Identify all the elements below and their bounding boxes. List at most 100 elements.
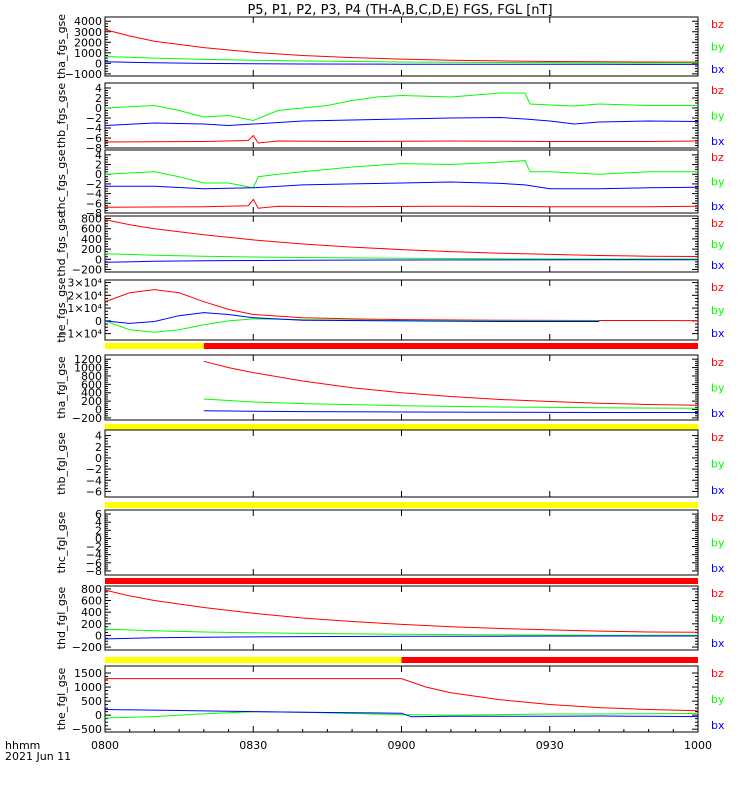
y-tick-label: −8 bbox=[86, 142, 102, 155]
y-tick-label: 0 bbox=[95, 629, 102, 642]
series-bz-line bbox=[203, 360, 698, 406]
y-tick-label: −6 bbox=[86, 485, 102, 498]
series-by-line bbox=[105, 711, 698, 719]
legend-bx: bx bbox=[711, 200, 725, 213]
y-tick-label: 600 bbox=[81, 595, 102, 608]
y-tick-label: −1×10⁴ bbox=[58, 328, 102, 341]
legend-bx: bx bbox=[711, 407, 725, 420]
y-tick-label: 2000 bbox=[74, 36, 102, 49]
y-axis-label: thc_fgl_gse bbox=[55, 511, 68, 573]
legend-bz: bz bbox=[711, 281, 724, 294]
legend-by: by bbox=[711, 41, 725, 54]
legend-bx: bx bbox=[711, 637, 725, 650]
status-bar-red bbox=[203, 343, 699, 349]
y-tick-label: 2 bbox=[95, 524, 102, 537]
y-tick-label: 4000 bbox=[74, 15, 102, 28]
legend-by: by bbox=[711, 238, 725, 251]
legend-by: by bbox=[711, 693, 725, 706]
y-axis-label: thb_fgl_gse bbox=[55, 432, 68, 495]
series-bx-line bbox=[105, 61, 698, 65]
legend-bz: bz bbox=[711, 356, 724, 369]
y-tick-label: 0 bbox=[95, 404, 102, 417]
legend-bz: bz bbox=[711, 667, 724, 680]
y-axis-label: the_fgs_gse bbox=[55, 277, 68, 342]
series-bx-line bbox=[105, 181, 698, 190]
y-tick-label: 1000 bbox=[74, 47, 102, 60]
y-tick-label: −1000 bbox=[65, 68, 102, 81]
legend-bx: bx bbox=[711, 562, 725, 575]
y-tick-label: 600 bbox=[81, 223, 102, 236]
y-axis-label: thd_fgl_gse bbox=[55, 586, 68, 649]
legend-bz: bz bbox=[711, 217, 724, 230]
y-tick-label: 3×10⁴ bbox=[67, 277, 102, 290]
y-tick-label: −200 bbox=[72, 641, 102, 654]
series-bz-line bbox=[105, 678, 698, 712]
chart-title: P5, P1, P2, P3, P4 (TH-A,B,C,D,E) FGS, F… bbox=[247, 3, 552, 18]
legend-bz: bz bbox=[711, 587, 724, 600]
y-tick-label: 500 bbox=[81, 695, 102, 708]
y-tick-label: −4 bbox=[86, 188, 102, 201]
y-axis-label: the_fgl_gse bbox=[55, 668, 68, 731]
y-tick-label: −2 bbox=[86, 463, 102, 476]
series-bx-line bbox=[105, 116, 698, 127]
y-tick-label: 2×10⁴ bbox=[67, 289, 102, 302]
y-tick-label: −2 bbox=[86, 112, 102, 125]
y-tick-label: −4 bbox=[86, 549, 102, 562]
legend-by: by bbox=[711, 458, 725, 471]
y-tick-label: −4 bbox=[86, 122, 102, 135]
legend-bx: bx bbox=[711, 135, 725, 148]
series-by-line bbox=[105, 56, 698, 64]
y-tick-label: −6 bbox=[86, 197, 102, 210]
y-tick-label: 1×10⁴ bbox=[67, 302, 102, 315]
y-tick-label: 6 bbox=[95, 508, 102, 521]
y-tick-label: 200 bbox=[81, 395, 102, 408]
y-tick-label: 2 bbox=[95, 92, 102, 105]
y-tick-label: −200 bbox=[72, 412, 102, 425]
legend-bx: bx bbox=[711, 327, 725, 340]
x-tick-label: 0930 bbox=[536, 739, 564, 752]
legend-by: by bbox=[711, 612, 725, 625]
y-tick-label: −4 bbox=[86, 474, 102, 487]
status-bar-red bbox=[401, 657, 698, 663]
y-tick-label: 1500 bbox=[74, 667, 102, 680]
series-bz-line bbox=[105, 589, 698, 633]
series-bx-line bbox=[105, 635, 698, 640]
y-tick-label: 0 bbox=[95, 253, 102, 266]
y-tick-label: 1200 bbox=[74, 353, 102, 366]
y-tick-label: −500 bbox=[72, 723, 102, 736]
x-tick-label: 1000 bbox=[684, 739, 712, 752]
legend-bx: bx bbox=[711, 63, 725, 76]
legend-bz: bz bbox=[711, 18, 724, 31]
legend-by: by bbox=[711, 537, 725, 550]
y-tick-label: 4 bbox=[95, 430, 102, 443]
y-tick-label: −6 bbox=[86, 132, 102, 145]
series-bx-line bbox=[203, 410, 698, 413]
series-by-line bbox=[105, 253, 698, 260]
y-tick-label: 4 bbox=[95, 516, 102, 529]
series-bz-line bbox=[105, 198, 698, 209]
y-tick-label: 4 bbox=[95, 149, 102, 162]
series-bx-line bbox=[105, 312, 600, 324]
y-tick-label: −200 bbox=[72, 263, 102, 276]
legend-by: by bbox=[711, 110, 725, 123]
status-bar-yellow bbox=[105, 343, 204, 349]
legend-by: by bbox=[711, 176, 725, 189]
y-tick-label: 2 bbox=[95, 159, 102, 172]
y-tick-label: 200 bbox=[81, 618, 102, 631]
legend-bz: bz bbox=[711, 511, 724, 524]
legend-bz: bz bbox=[711, 431, 724, 444]
series-by-line bbox=[105, 92, 698, 122]
y-tick-label: −8 bbox=[86, 207, 102, 220]
legend-by: by bbox=[711, 304, 725, 317]
y-tick-label: 400 bbox=[81, 606, 102, 619]
legend-bx: bx bbox=[711, 484, 725, 497]
